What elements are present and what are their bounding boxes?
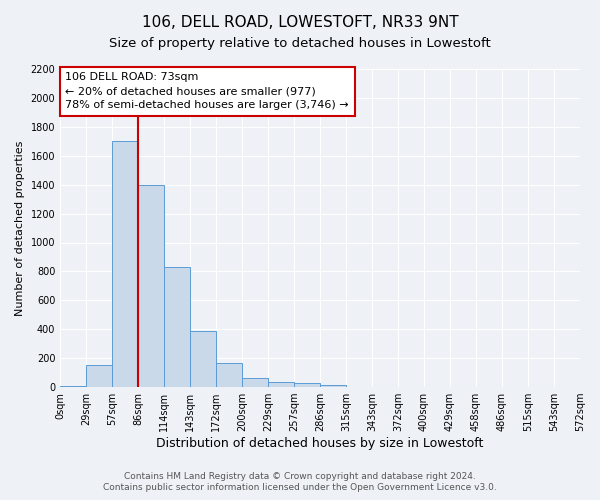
Bar	[86, 364, 112, 387]
Bar	[268, 382, 294, 387]
Bar	[112, 142, 138, 387]
Bar	[138, 184, 164, 387]
Bar	[216, 363, 242, 387]
Bar	[190, 330, 216, 387]
Text: Size of property relative to detached houses in Lowestoft: Size of property relative to detached ho…	[109, 38, 491, 51]
Text: Contains HM Land Registry data © Crown copyright and database right 2024.: Contains HM Land Registry data © Crown c…	[124, 472, 476, 481]
Y-axis label: Number of detached properties: Number of detached properties	[15, 140, 25, 316]
Bar	[164, 267, 190, 387]
Bar	[320, 385, 346, 387]
Text: 106 DELL ROAD: 73sqm
← 20% of detached houses are smaller (977)
78% of semi-deta: 106 DELL ROAD: 73sqm ← 20% of detached h…	[65, 72, 349, 110]
Bar	[60, 386, 86, 387]
Bar	[294, 382, 320, 387]
X-axis label: Distribution of detached houses by size in Lowestoft: Distribution of detached houses by size …	[157, 437, 484, 450]
Text: Contains public sector information licensed under the Open Government Licence v3: Contains public sector information licen…	[103, 484, 497, 492]
Bar	[242, 378, 268, 387]
Text: 106, DELL ROAD, LOWESTOFT, NR33 9NT: 106, DELL ROAD, LOWESTOFT, NR33 9NT	[142, 15, 458, 30]
